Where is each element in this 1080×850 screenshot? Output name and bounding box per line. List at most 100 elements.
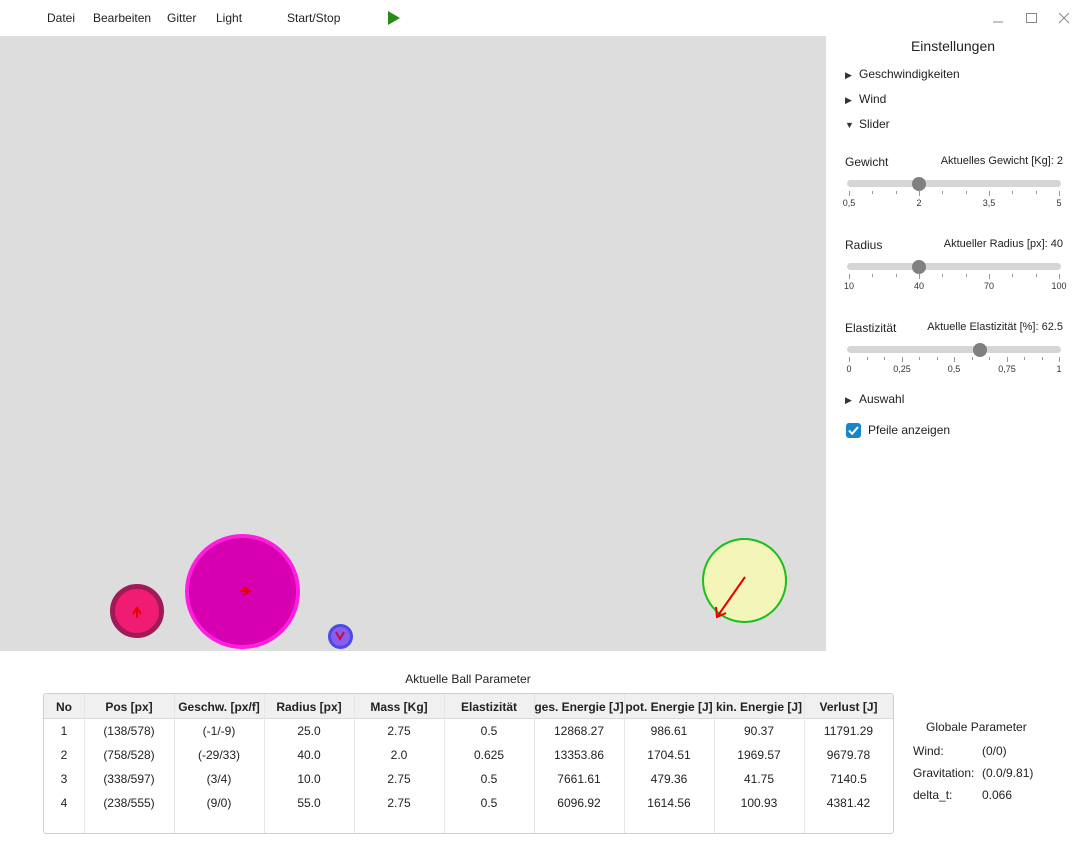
table-cell: 1 [60,724,68,738]
table-cell: 1614.56 [647,796,691,810]
table-cell: 9679.78 [826,748,871,762]
pfeile-checkbox[interactable] [846,423,861,438]
column-header[interactable]: kin. Energie [J] [715,700,803,714]
table-cell: 2 [60,748,68,762]
minor-tick [1042,357,1043,360]
table-cell: 10.0 [297,772,321,786]
minor-tick [942,274,943,277]
minor-tick [896,191,897,194]
column-separator [534,694,535,833]
delta-t-value: 0.066 [982,788,1013,802]
column-header[interactable]: Verlust [J] [819,700,878,714]
settings-panel: Einstellungen ▶ Geschwindigkeiten ▶ Wind ▼… [826,36,1080,651]
tick-label: 10 [843,281,855,291]
column-header[interactable]: No [56,700,72,714]
radius-slider-thumb[interactable] [912,260,926,274]
elastizitaet-current: Aktuelle Elastizität [%]: 62.5 [927,321,1063,333]
minimize-icon[interactable] [988,8,1008,28]
minor-tick [966,274,967,277]
simulation-canvas[interactable] [0,36,826,651]
section-label: Geschwindigkeiten [859,67,960,81]
section-label: Slider [859,117,890,131]
section-auswahl[interactable]: ▶ Auswahl [845,392,904,406]
table-cell: 2.0 [390,748,408,762]
major-tick [849,191,850,196]
table-cell: 13353.86 [553,748,605,762]
table-cell: 4 [60,796,68,810]
radius-label: Radius [845,238,883,252]
expand-arrow-icon: ▶ [845,70,852,80]
gewicht-current: Aktuelles Gewicht [Kg]: 2 [940,155,1063,167]
major-tick [919,274,920,279]
major-tick [989,191,990,196]
minor-tick [872,191,873,194]
table-cell: 0.5 [480,724,498,738]
column-header[interactable]: Elastizität [460,700,517,714]
start-stop-button[interactable]: Start/Stop [287,11,341,25]
checkmark-icon [848,426,859,436]
ball-parameter-table: No Pos [px] Geschw. [px/f] Radius [px] Mass … [43,693,894,834]
major-tick [989,274,990,279]
menu-bearbeiten[interactable]: Bearbeiten [93,11,152,25]
minor-tick [972,357,973,360]
arrow-ball-4 [240,586,253,596]
maximize-icon[interactable] [1021,8,1041,28]
column-header[interactable]: ges. Energie [J] [534,700,624,714]
table-cell: 986.61 [650,724,688,738]
elastizitaet-slider[interactable] [847,343,1061,357]
minor-tick [1036,274,1037,277]
gewicht-slider-thumb[interactable] [912,177,926,191]
play-icon[interactable] [387,11,400,25]
column-separator [444,694,445,833]
tick-label: 0,25 [893,364,911,374]
menu-gitter[interactable]: Gitter [167,11,197,25]
elastizitaet-slider-thumb[interactable] [973,343,988,357]
table-caption: Aktuelle Ball Parameter [405,672,531,686]
gewicht-slider[interactable] [847,177,1061,191]
minor-tick [942,191,943,194]
section-wind[interactable]: ▶ Wind [845,92,886,106]
table-cell: 25.0 [297,724,321,738]
pfeile-checkbox-label[interactable]: Pfeile anzeigen [868,423,951,437]
delta-t-label: delta_t: [913,788,953,802]
column-separator [624,694,625,833]
expand-arrow-icon: ▶ [845,95,852,105]
menu-light[interactable]: Light [216,11,243,25]
major-tick [1007,357,1008,362]
collapse-arrow-icon: ▼ [845,120,854,130]
major-tick [902,357,903,362]
minor-tick [1024,357,1025,360]
column-header[interactable]: Pos [px] [105,700,153,714]
radius-slider[interactable] [847,260,1061,274]
table-cell: (3/4) [206,772,232,786]
wind-value: (0/0) [982,744,1007,758]
section-geschwindigkeiten[interactable]: ▶ Geschwindigkeiten [845,67,960,81]
tick-label: 100 [1051,281,1067,291]
table-cell: (238/555) [103,796,155,810]
menu-datei[interactable]: Datei [47,11,76,25]
table-cell: 90.37 [743,724,775,738]
major-tick [954,357,955,362]
column-header[interactable]: pot. Energie [J] [625,700,713,714]
table-cell: (758/528) [103,748,155,762]
table-cell: 4381.42 [826,796,871,810]
table-header-row [44,694,893,719]
section-slider[interactable]: ▼ Slider [845,117,890,131]
minor-tick [989,357,990,360]
tick-label: 0,5 [842,198,856,208]
gravitation-label: Gravitation: [913,766,975,780]
close-icon[interactable] [1054,8,1074,28]
table-cell: (9/0) [206,796,232,810]
column-header[interactable]: Radius [px] [276,700,342,714]
minor-tick [1012,274,1013,277]
table-cell: 2.75 [387,772,411,786]
column-separator [84,694,85,833]
column-separator [264,694,265,833]
minor-tick [867,357,868,360]
menu-bar: Datei Bearbeiten Gitter Light Start/Stop [0,0,1080,36]
major-tick [1059,191,1060,196]
radius-current: Aktueller Radius [px]: 40 [943,238,1063,250]
column-header[interactable]: Mass [Kg] [370,700,428,714]
column-header[interactable]: Geschw. [px/f] [178,700,260,714]
minor-tick [884,357,885,360]
